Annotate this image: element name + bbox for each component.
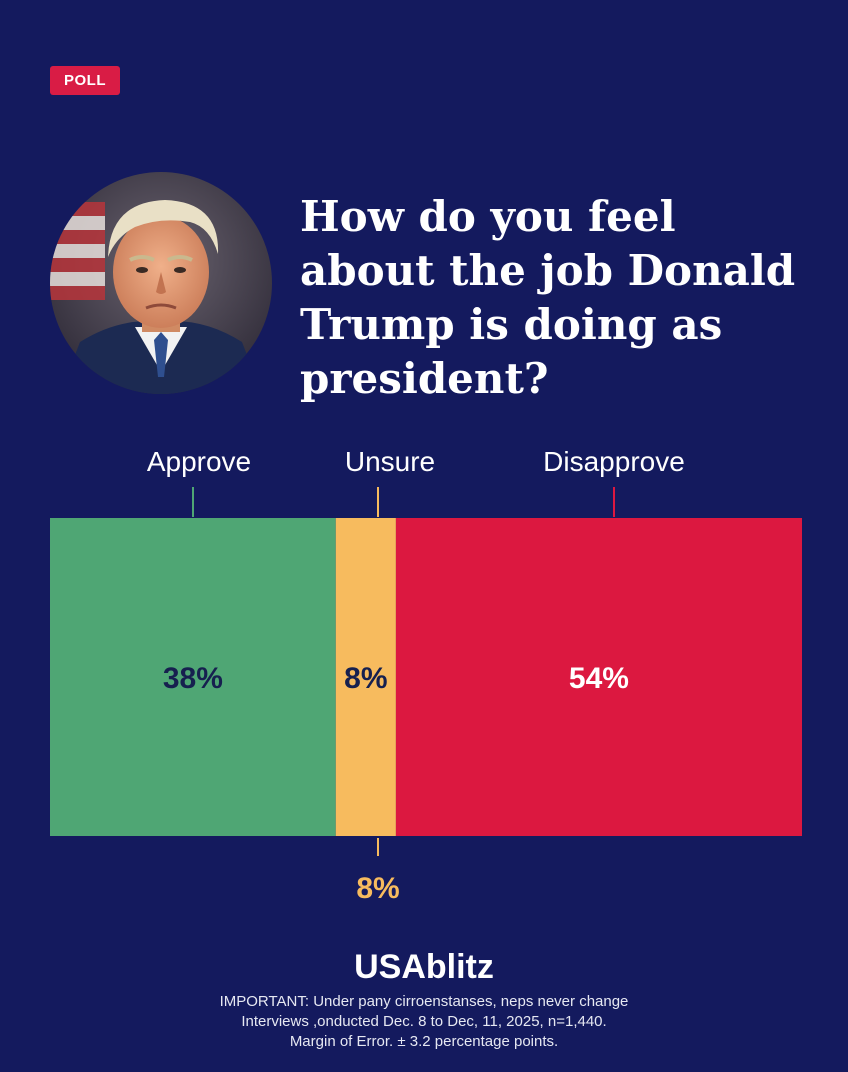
brand-logo: USAblitz — [354, 948, 494, 986]
bar-segment-unsure — [335, 518, 396, 836]
footnote-line-1: IMPORTANT: Under pany cirroenstanses, ne… — [219, 993, 629, 1010]
bar-segment-approve — [50, 518, 336, 836]
category-label-approve: Approve — [147, 446, 251, 477]
footnote-line-3: Margin of Error. ± 3.2 percentage points… — [289, 1033, 559, 1050]
poll-question-title: How do you feel about the job Donald Tru… — [300, 192, 796, 403]
bar-segment-disapprove — [395, 518, 802, 836]
value-label-approve: 38% — [163, 662, 223, 695]
value-label-disapprove: 54% — [569, 662, 629, 695]
poll-badge: POLL — [50, 66, 120, 95]
value-label-unsure: 8% — [344, 662, 387, 695]
category-label-unsure: Unsure — [345, 446, 435, 477]
category-label-disapprove: Disapprove — [543, 446, 685, 477]
value-label-below-unsure: 8% — [356, 872, 399, 905]
footnote-line-2: Interviews ,onducted Dec. 8 to Dec, 11, … — [241, 1013, 607, 1030]
portrait-photo — [50, 172, 272, 394]
